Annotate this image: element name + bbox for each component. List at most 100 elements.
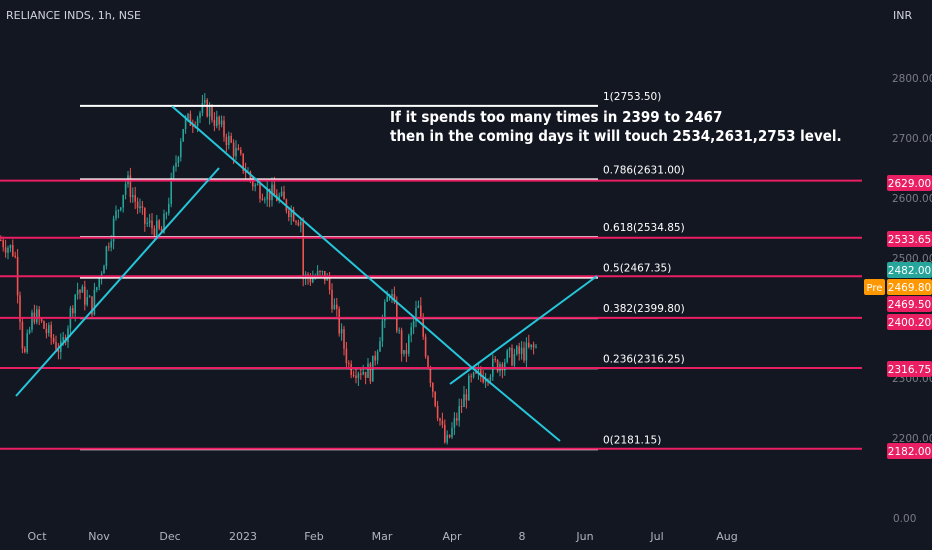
candle-body <box>458 406 460 421</box>
candle-body <box>175 162 177 167</box>
candle-body <box>451 427 453 438</box>
candle-body <box>321 271 324 273</box>
candle-body <box>504 362 506 371</box>
candle-body <box>283 191 285 200</box>
candle-body <box>312 277 314 283</box>
candle-body <box>117 209 120 211</box>
candle-body <box>441 420 444 425</box>
candle-body <box>436 405 439 419</box>
y-tick-label: 0.00 <box>893 513 916 525</box>
candle-body <box>237 147 240 150</box>
candle-body <box>465 394 468 401</box>
candle-body <box>376 351 379 361</box>
candle-body <box>62 337 64 342</box>
candle-body <box>316 271 319 277</box>
candle-body <box>259 184 261 199</box>
price-level-tag-bg <box>887 296 932 312</box>
candle-body <box>381 320 384 342</box>
candle-body <box>160 228 163 234</box>
candle-body <box>148 220 151 223</box>
candle-body <box>468 375 470 401</box>
price-level-tag: 2469.50 <box>888 299 931 311</box>
candle-body <box>472 372 475 377</box>
pre-market-tag: Pre <box>867 283 883 294</box>
candle-body <box>79 290 81 293</box>
trendline <box>449 275 598 385</box>
candle-body <box>132 195 134 198</box>
candle-body <box>19 295 21 322</box>
candle-body <box>206 99 208 117</box>
candle-body <box>268 188 271 201</box>
price-level-tag: 2400.20 <box>888 317 931 329</box>
trendlines-layer <box>15 105 598 442</box>
candle-body <box>12 245 14 256</box>
x-tick-label: Feb <box>304 530 323 543</box>
candle-body <box>511 347 513 366</box>
candle-body <box>220 120 223 125</box>
candle-body <box>172 166 175 178</box>
candle-body <box>513 354 516 366</box>
candle-body <box>187 113 189 119</box>
candle-body <box>374 355 376 361</box>
candle-body <box>103 265 105 274</box>
candle-body <box>516 346 518 355</box>
candle-body <box>254 184 256 187</box>
candle-body <box>396 302 398 331</box>
candle-body <box>136 201 139 209</box>
candle-body <box>232 142 235 157</box>
candle-body <box>475 372 477 374</box>
candle-body <box>489 376 492 381</box>
candle-body <box>158 220 160 229</box>
candle-body <box>124 184 127 195</box>
candle-body <box>333 304 336 310</box>
candle-body <box>448 434 451 438</box>
candle-body <box>427 356 429 369</box>
price-levels-layer <box>0 179 862 450</box>
candle-body <box>28 329 31 334</box>
candle-body <box>67 328 69 343</box>
x-tick-label: Oct <box>27 530 47 543</box>
candle-body <box>420 305 422 317</box>
candle-body <box>480 370 482 377</box>
candle-body <box>26 333 28 352</box>
candle-body <box>535 346 537 348</box>
current-price-tag-bg <box>887 262 932 278</box>
candle-body <box>520 347 523 354</box>
price-level-tag-bg <box>887 231 932 247</box>
chart-annotation[interactable]: If it spends too many times in 2399 to 2… <box>390 108 842 146</box>
candle-body <box>235 147 237 157</box>
pre-market-price-tag: 2469.80 <box>888 282 931 294</box>
candle-body <box>362 371 364 375</box>
candle-body <box>302 221 304 279</box>
candle-body <box>398 330 400 332</box>
candle-body <box>141 206 144 208</box>
candle-body <box>273 184 276 195</box>
symbol-title[interactable]: RELIANCE INDS, 1h, NSE <box>6 9 141 22</box>
candle-body <box>170 177 172 204</box>
candle-body <box>386 296 388 302</box>
candle-body <box>134 195 136 202</box>
candle-body <box>484 379 487 383</box>
candle-body <box>523 347 525 361</box>
candle-body <box>532 344 535 348</box>
y-tick-label: 2600.00 <box>892 193 932 205</box>
candle-body <box>74 294 76 314</box>
candle-body <box>297 222 300 226</box>
candle-body <box>446 434 448 443</box>
fib-level-label: 1(2753.50) <box>603 91 661 103</box>
trendline <box>15 167 220 397</box>
candle-body <box>408 335 410 354</box>
candle-body <box>434 391 436 406</box>
candle-body <box>453 418 456 428</box>
candle-body <box>417 305 420 308</box>
candle-body <box>146 222 148 224</box>
candle-body <box>98 277 100 288</box>
x-axis[interactable]: Oct Nov Dec 2023 Feb Mar Apr 8 Jun Jul Aug <box>27 530 737 543</box>
candle-body <box>88 296 91 298</box>
candle-body <box>122 194 124 208</box>
candle-body <box>352 374 355 376</box>
candle-body <box>343 329 345 349</box>
candle-body <box>165 213 168 215</box>
candle-body <box>350 364 352 375</box>
